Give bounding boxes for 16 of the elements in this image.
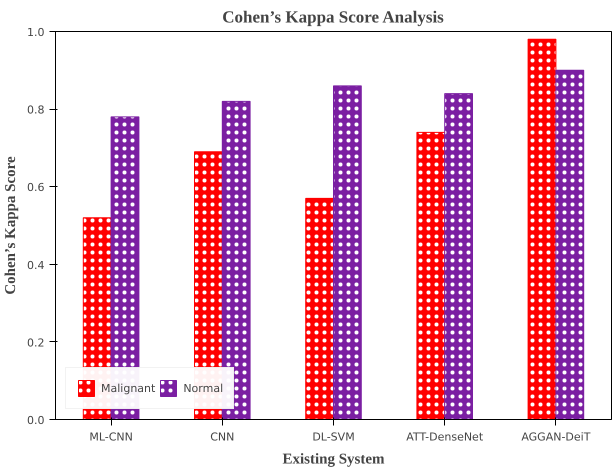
y-tick-label: 0.4 — [27, 258, 45, 272]
y-tick-label: 1.0 — [27, 26, 45, 39]
y-tick-label: 0.6 — [27, 181, 45, 194]
x-tick-label: ML-CNN — [89, 430, 133, 444]
y-tick-label: 0.0 — [27, 414, 45, 427]
chart-title: Cohen’s Kappa Score Analysis — [222, 8, 444, 26]
x-tick-label: AGGAN-DeiT — [521, 430, 591, 444]
x-tick-label: ATT-DenseNet — [406, 430, 484, 444]
x-axis-title: Existing System — [282, 452, 386, 468]
legend-label: Normal — [183, 382, 224, 394]
y-tick-label: 0.8 — [27, 104, 45, 117]
x-tick-label: CNN — [210, 430, 234, 444]
y-tick-label: 0.2 — [27, 336, 45, 350]
y-axis-title: Cohen’s Kappa Score — [3, 156, 20, 295]
x-tick-label: DL-SVM — [312, 430, 355, 444]
legend-label: Malignant — [101, 382, 156, 394]
